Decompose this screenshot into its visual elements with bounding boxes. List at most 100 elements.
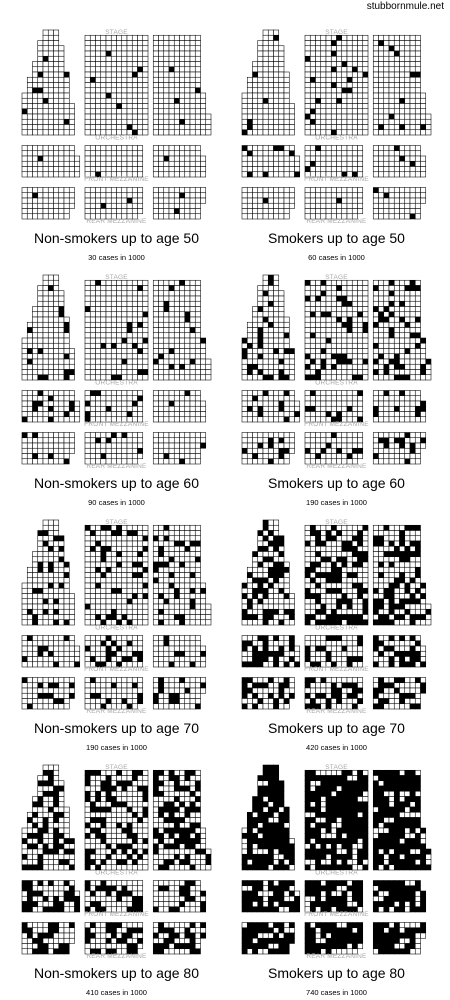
seat-case	[267, 566, 274, 573]
seat-empty	[42, 566, 49, 573]
seat-empty	[409, 337, 416, 344]
seat-empty	[168, 395, 175, 402]
seat-empty	[262, 208, 269, 215]
seat-empty	[152, 61, 159, 68]
seat-empty	[95, 530, 102, 537]
seat-empty	[357, 40, 364, 47]
seat-empty	[184, 556, 191, 563]
seat-empty	[409, 108, 416, 115]
seat-empty	[189, 682, 196, 689]
seat-empty	[330, 197, 337, 204]
seat-empty	[168, 108, 175, 115]
seat-empty	[278, 416, 285, 423]
seat-empty	[330, 306, 337, 313]
seat-empty	[63, 400, 70, 407]
seat-empty	[100, 587, 107, 594]
seat-empty	[414, 197, 421, 204]
seat-empty	[273, 66, 280, 73]
seat-empty	[105, 687, 112, 694]
seat-empty	[100, 71, 107, 78]
seat-empty	[131, 535, 138, 542]
seat-case	[53, 698, 60, 705]
seat-case	[53, 619, 60, 626]
seat-empty	[89, 363, 96, 370]
seat-empty	[53, 432, 60, 439]
seat-empty	[414, 363, 421, 370]
seat-empty	[173, 76, 180, 83]
seat-empty	[142, 285, 149, 292]
seat-empty	[388, 40, 395, 47]
seat-empty	[241, 400, 248, 407]
seat-empty	[37, 208, 44, 215]
seat-empty	[336, 61, 343, 68]
seat-empty	[32, 593, 39, 600]
seat-empty	[89, 295, 96, 302]
seat-empty	[116, 608, 123, 615]
seat-empty	[58, 395, 65, 402]
seat-empty	[53, 113, 60, 120]
seat-empty	[252, 566, 259, 573]
seat-empty	[131, 45, 138, 52]
seat-empty	[189, 698, 196, 705]
seat-empty	[262, 566, 269, 573]
seat-empty	[116, 656, 123, 663]
seat-empty	[53, 187, 60, 194]
seat-empty	[163, 374, 170, 381]
seat-case	[283, 348, 290, 355]
seat-case	[304, 540, 311, 547]
seat-case	[320, 603, 327, 610]
seat-empty	[32, 197, 39, 204]
seat-empty	[409, 300, 416, 307]
seat-case	[388, 358, 395, 365]
seat-empty	[372, 337, 379, 344]
seat-empty	[267, 587, 274, 594]
seat-empty	[163, 551, 170, 558]
seat-empty	[341, 587, 348, 594]
seat-empty	[179, 545, 186, 552]
seat-empty	[89, 108, 96, 115]
seat-empty	[378, 202, 385, 209]
seat-empty	[383, 342, 390, 349]
seat-empty	[278, 545, 285, 552]
seat-empty	[357, 285, 364, 292]
seat-empty	[142, 124, 149, 131]
seat-empty	[346, 582, 353, 589]
seat-empty	[121, 692, 128, 699]
seat-empty	[283, 87, 290, 94]
seat-empty	[53, 656, 60, 663]
seat-empty	[100, 530, 107, 537]
seat-empty	[194, 577, 201, 584]
seat-empty	[163, 34, 170, 41]
seat-case	[105, 566, 112, 573]
seat-empty	[194, 405, 201, 412]
seat-empty	[393, 342, 400, 349]
seat-empty	[84, 66, 91, 73]
seat-empty	[100, 311, 107, 318]
seat-empty	[37, 535, 44, 542]
seat-empty	[84, 118, 91, 125]
seat-empty	[163, 55, 170, 62]
seat-empty	[47, 614, 54, 621]
seat-empty	[383, 300, 390, 307]
seat-empty	[47, 598, 54, 605]
seat-empty	[179, 129, 186, 136]
seat-empty	[89, 50, 96, 57]
seat-case	[74, 661, 81, 668]
seat-empty	[163, 337, 170, 344]
seat-empty	[383, 327, 390, 334]
seat-case	[278, 540, 285, 547]
seat-empty	[189, 213, 196, 220]
seat-empty	[414, 155, 421, 162]
seat-empty	[142, 342, 149, 349]
seat-empty	[330, 92, 337, 99]
seat-empty	[37, 124, 44, 131]
seat-empty	[194, 442, 201, 449]
seat-empty	[200, 363, 207, 370]
seat-empty	[63, 155, 70, 162]
seat-case	[257, 442, 264, 449]
seat-case	[294, 171, 301, 178]
seat-empty	[341, 76, 348, 83]
seat-empty	[194, 66, 201, 73]
seat-empty	[393, 71, 400, 78]
seat-empty	[131, 300, 138, 307]
